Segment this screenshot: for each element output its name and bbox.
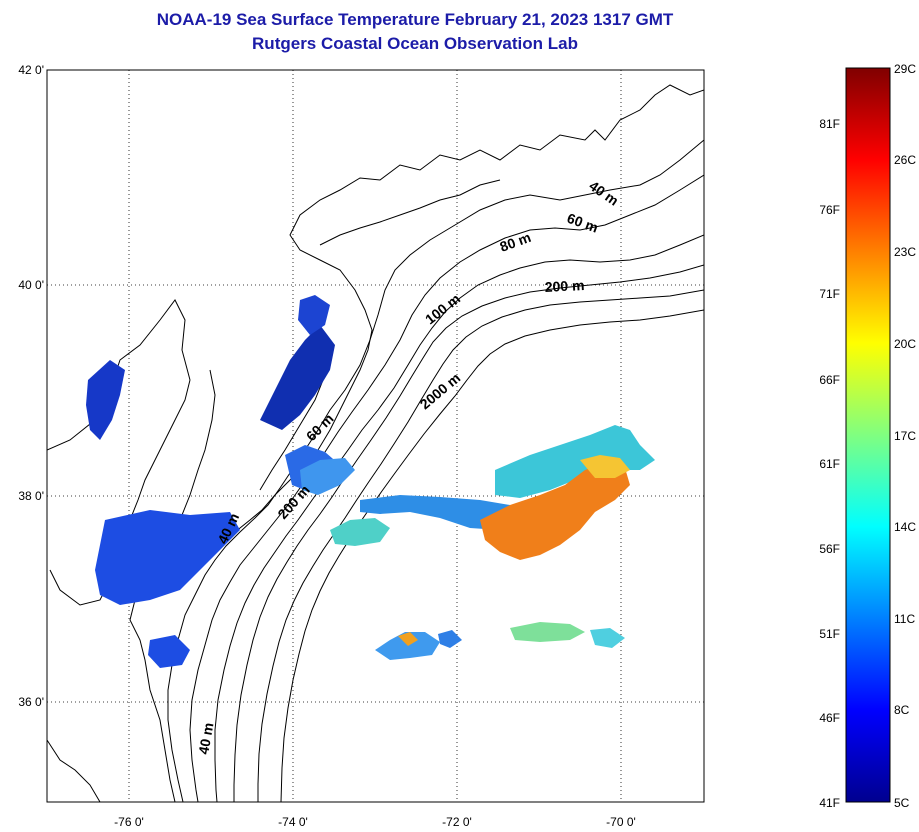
lat-label-40: 40 0' bbox=[18, 278, 44, 292]
lon-label-76: -76 0' bbox=[114, 815, 144, 829]
sst-patch-va-shelf-edge bbox=[300, 458, 355, 495]
sst-patch-gulf-stream-north bbox=[495, 425, 655, 498]
sst-patch-southern-blob bbox=[375, 632, 440, 660]
lon-label-70: -70 0' bbox=[606, 815, 636, 829]
lat-label-42: 42 0' bbox=[18, 63, 44, 77]
lat-axis: 42 0' 40 0' 38 0' 36 0' bbox=[18, 63, 44, 709]
celsius-label: 14C bbox=[894, 520, 916, 534]
fahrenheit-label: 61F bbox=[819, 457, 840, 471]
sst-patch-chesapeake-mouth bbox=[95, 510, 240, 605]
sst-patches bbox=[86, 295, 655, 668]
sst-patch-delaware bbox=[260, 325, 335, 430]
fahrenheit-label: 76F bbox=[819, 203, 840, 217]
sst-patch-southern-warm bbox=[398, 632, 418, 646]
lon-label-74: -74 0' bbox=[278, 815, 308, 829]
celsius-scale: 29C 26C 23C 20C 17C 14C 11C 8C 5C bbox=[894, 62, 916, 810]
fahrenheit-label: 46F bbox=[819, 711, 840, 725]
contour-40m-north bbox=[167, 139, 704, 802]
lat-label-36: 36 0' bbox=[18, 695, 44, 709]
contour-200m bbox=[233, 264, 704, 802]
sst-patch-warm-yellow bbox=[580, 455, 630, 478]
sst-patch-southern-cyan bbox=[590, 628, 625, 648]
sst-patch-west-cyan bbox=[330, 518, 390, 546]
coastline-bay-west bbox=[47, 299, 191, 451]
fahrenheit-label: 71F bbox=[819, 287, 840, 301]
lon-axis: -76 0' -74 0' -72 0' -70 0' bbox=[114, 815, 636, 829]
lat-label-38: 38 0' bbox=[18, 489, 44, 503]
color-bar-scale bbox=[845, 67, 891, 803]
celsius-label: 8C bbox=[894, 703, 910, 717]
lon-label-72: -72 0' bbox=[442, 815, 472, 829]
coastline-new-england bbox=[274, 84, 704, 496]
celsius-label: 23C bbox=[894, 245, 916, 259]
celsius-label: 17C bbox=[894, 429, 916, 443]
sst-patch-southern-left bbox=[438, 630, 462, 648]
fahrenheit-scale: 81F 76F 71F 66F 61F 56F 51F 46F 41F bbox=[819, 117, 840, 810]
title-line-1: NOAA-19 Sea Surface Temperature February… bbox=[156, 10, 674, 29]
celsius-label: 11C bbox=[894, 612, 915, 626]
contour-80m bbox=[214, 234, 704, 802]
fahrenheit-label: 51F bbox=[819, 627, 840, 641]
celsius-label: 5C bbox=[894, 796, 910, 810]
sst-map: 40 m 60 m 80 m 200 m 100 m 2000 m 60 m 2… bbox=[18, 63, 705, 829]
title-line-2: Rutgers Coastal Ocean Observation Lab bbox=[252, 34, 578, 53]
coastline-long-island bbox=[319, 179, 501, 246]
sst-patch-nc-sound bbox=[148, 635, 190, 668]
contour-2000m bbox=[280, 309, 704, 802]
sst-patch-warm-core bbox=[480, 462, 630, 560]
fahrenheit-label: 56F bbox=[819, 542, 840, 556]
celsius-label: 29C bbox=[894, 62, 916, 76]
celsius-label: 26C bbox=[894, 153, 916, 167]
coastline-nc bbox=[47, 739, 101, 802]
contour-60m bbox=[189, 174, 704, 802]
fahrenheit-label: 41F bbox=[819, 796, 840, 810]
fahrenheit-label: 81F bbox=[819, 117, 840, 131]
grid-lines bbox=[47, 70, 704, 802]
contour-100m bbox=[257, 289, 704, 802]
color-bar: 81F 76F 71F 66F 61F 56F 51F 46F 41F 29C 26C 23C 20C… bbox=[819, 62, 916, 810]
fahrenheit-label: 66F bbox=[819, 373, 840, 387]
contour-label-200m-ne: 200 m bbox=[544, 277, 584, 295]
sst-patch-nj-shore bbox=[298, 295, 330, 335]
contour-label-40m-south: 40 m bbox=[195, 721, 216, 755]
sst-patch-upper-bay bbox=[86, 360, 125, 440]
celsius-label: 20C bbox=[894, 337, 916, 351]
sst-patch-gulf-stream-blue bbox=[360, 495, 520, 530]
sst-patch-southern-east bbox=[510, 622, 585, 642]
